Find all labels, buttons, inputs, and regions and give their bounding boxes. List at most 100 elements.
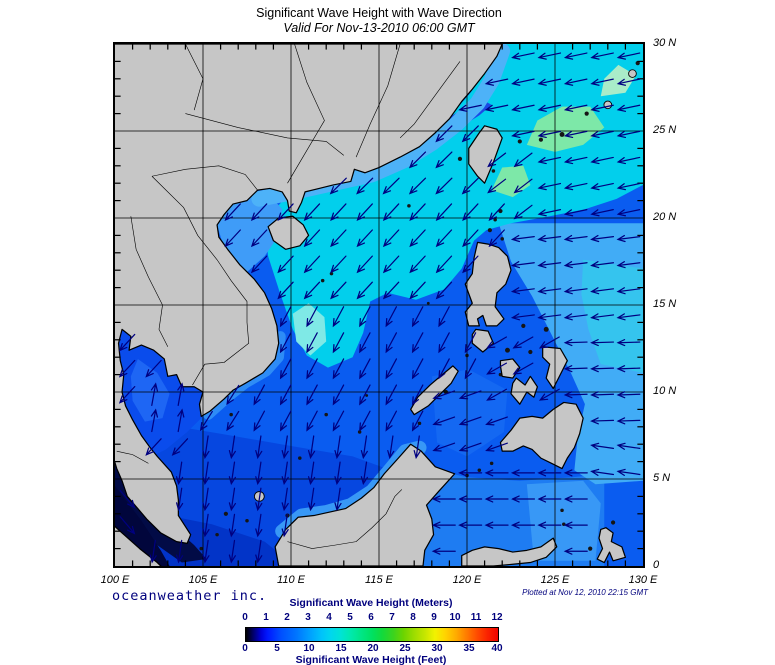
wave-arrow bbox=[435, 125, 453, 143]
wave-arrow bbox=[277, 255, 294, 274]
wave-arrow bbox=[590, 468, 615, 476]
wave-arrow bbox=[411, 384, 424, 406]
wave-arrow bbox=[458, 416, 482, 426]
islet bbox=[199, 546, 203, 551]
colorbar bbox=[245, 627, 499, 642]
lon-tick-label: 120 E bbox=[452, 574, 482, 586]
lon-tick-label: 110 E bbox=[277, 574, 305, 586]
axis-ticks bbox=[115, 44, 643, 566]
wave-arrow bbox=[484, 521, 509, 529]
wave-arrow bbox=[224, 229, 241, 248]
wave-arrow bbox=[513, 152, 533, 168]
wave-arrow bbox=[435, 281, 453, 300]
meters-tick-label: 7 bbox=[389, 612, 395, 623]
wave-arrow bbox=[510, 469, 536, 477]
wave-arrow bbox=[118, 333, 136, 352]
wave-arrow bbox=[590, 78, 614, 86]
wave-arrow bbox=[334, 461, 342, 486]
wave-arrow bbox=[307, 487, 316, 512]
wave-arrow bbox=[432, 442, 456, 452]
wave-arrow bbox=[616, 156, 641, 165]
land-mindanao bbox=[499, 401, 584, 470]
islet bbox=[491, 169, 496, 173]
islet bbox=[584, 111, 589, 116]
wave-arrow bbox=[563, 156, 588, 165]
wave-arrow bbox=[563, 78, 588, 86]
wave-arrow bbox=[462, 203, 479, 222]
wave-arrow bbox=[202, 435, 210, 460]
wave-arrow bbox=[330, 229, 347, 248]
wave-arrow bbox=[488, 203, 505, 222]
wave-arrow bbox=[616, 52, 641, 60]
wave-arrow bbox=[590, 442, 615, 450]
wave-arrow bbox=[590, 182, 614, 191]
wave-arrow bbox=[590, 313, 615, 321]
islet bbox=[215, 532, 219, 537]
ocean-patch-green-east-taiwan bbox=[491, 165, 531, 198]
wave-arrow bbox=[538, 388, 560, 401]
land-borneo bbox=[274, 443, 456, 566]
wave-arrow bbox=[438, 306, 450, 328]
wave-arrow bbox=[307, 435, 316, 460]
wave-arrow bbox=[590, 156, 614, 165]
wave-arrow bbox=[411, 306, 424, 328]
wave-arrow bbox=[590, 365, 615, 373]
wave-arrow bbox=[145, 438, 162, 456]
feet-tick-label: 0 bbox=[242, 643, 248, 654]
lon-tick-label: 105 E bbox=[188, 574, 218, 586]
wave-arrow bbox=[250, 229, 268, 248]
wave-arrow bbox=[462, 229, 479, 248]
wave-arrow bbox=[250, 255, 268, 274]
wave-arrow bbox=[413, 435, 421, 460]
wave-arrow bbox=[438, 332, 450, 354]
wave-arrow bbox=[149, 539, 157, 564]
wave-arrow bbox=[385, 306, 398, 328]
wave-arrow bbox=[590, 130, 614, 139]
wave-arrow bbox=[563, 365, 588, 373]
wave-arrow bbox=[228, 513, 237, 538]
feet-tick-label: 35 bbox=[463, 643, 475, 654]
wave-arrow bbox=[590, 261, 615, 269]
wave-arrow bbox=[307, 461, 316, 486]
wave-arrow bbox=[281, 461, 289, 486]
wave-arrow bbox=[332, 358, 345, 380]
wave-arrow bbox=[202, 539, 210, 564]
ocean-patch-green-ne-corner bbox=[600, 64, 636, 97]
wave-arrow bbox=[411, 358, 424, 380]
wave-arrow bbox=[616, 234, 641, 243]
ocean-patch-malacca-dark bbox=[115, 453, 207, 563]
feet-tick-label: 25 bbox=[399, 643, 411, 654]
wave-arrow bbox=[537, 130, 562, 139]
wave-arrow bbox=[334, 487, 342, 512]
wave-arrow bbox=[563, 209, 588, 217]
wave-arrow bbox=[537, 261, 562, 269]
land-asia-mainland bbox=[115, 44, 503, 544]
wave-arrow bbox=[458, 104, 482, 112]
border-vietnam-west bbox=[151, 176, 250, 386]
wave-arrow bbox=[360, 435, 368, 460]
wave-arrow bbox=[537, 182, 562, 191]
wave-arrow bbox=[563, 104, 588, 112]
islet bbox=[477, 468, 482, 473]
wave-arrow bbox=[332, 410, 345, 432]
wave-arrow bbox=[438, 358, 450, 380]
wave-arrow bbox=[563, 521, 588, 529]
wave-arrow bbox=[616, 261, 641, 269]
wave-arrow bbox=[616, 313, 641, 321]
wave-arrow bbox=[616, 391, 641, 399]
wave-arrow bbox=[510, 521, 536, 529]
wave-arrow bbox=[616, 78, 641, 86]
wave-arrow bbox=[563, 495, 588, 503]
islet bbox=[610, 520, 616, 525]
wave-arrow bbox=[385, 410, 398, 432]
wave-arrow bbox=[432, 416, 456, 426]
wave-arrow bbox=[385, 358, 398, 380]
wave-arrow bbox=[511, 52, 535, 60]
wave-arrow bbox=[487, 178, 507, 194]
wave-arrow bbox=[435, 229, 453, 248]
meters-tick-label: 10 bbox=[449, 612, 461, 623]
islet bbox=[493, 218, 497, 222]
wave-arrow bbox=[513, 204, 533, 220]
wave-direction-arrows bbox=[118, 52, 641, 564]
wave-arrow bbox=[616, 339, 641, 347]
